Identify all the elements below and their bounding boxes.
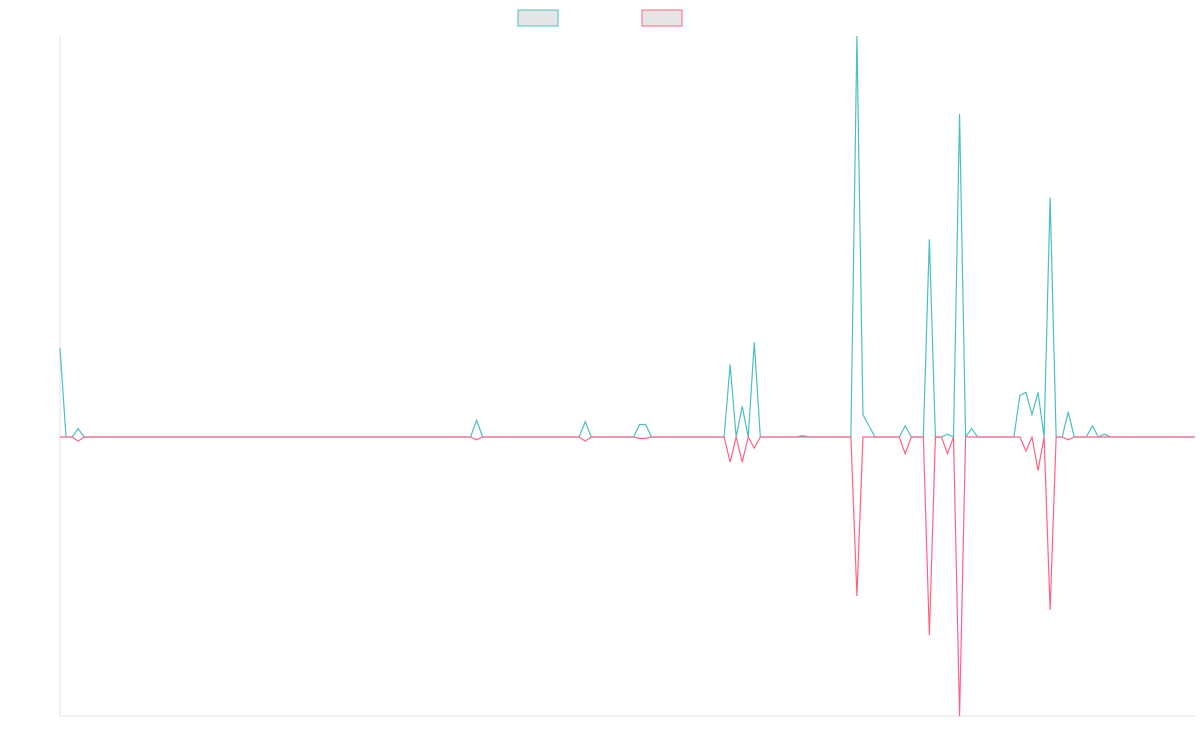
series-line-2 — [60, 434, 1195, 717]
legend — [517, 9, 683, 27]
legend-swatch-2[interactable] — [641, 9, 683, 27]
axes — [59, 36, 1195, 717]
series-line-1 — [59, 35, 1195, 439]
legend-swatch-1[interactable] — [517, 9, 559, 27]
series-layer — [59, 35, 1195, 717]
